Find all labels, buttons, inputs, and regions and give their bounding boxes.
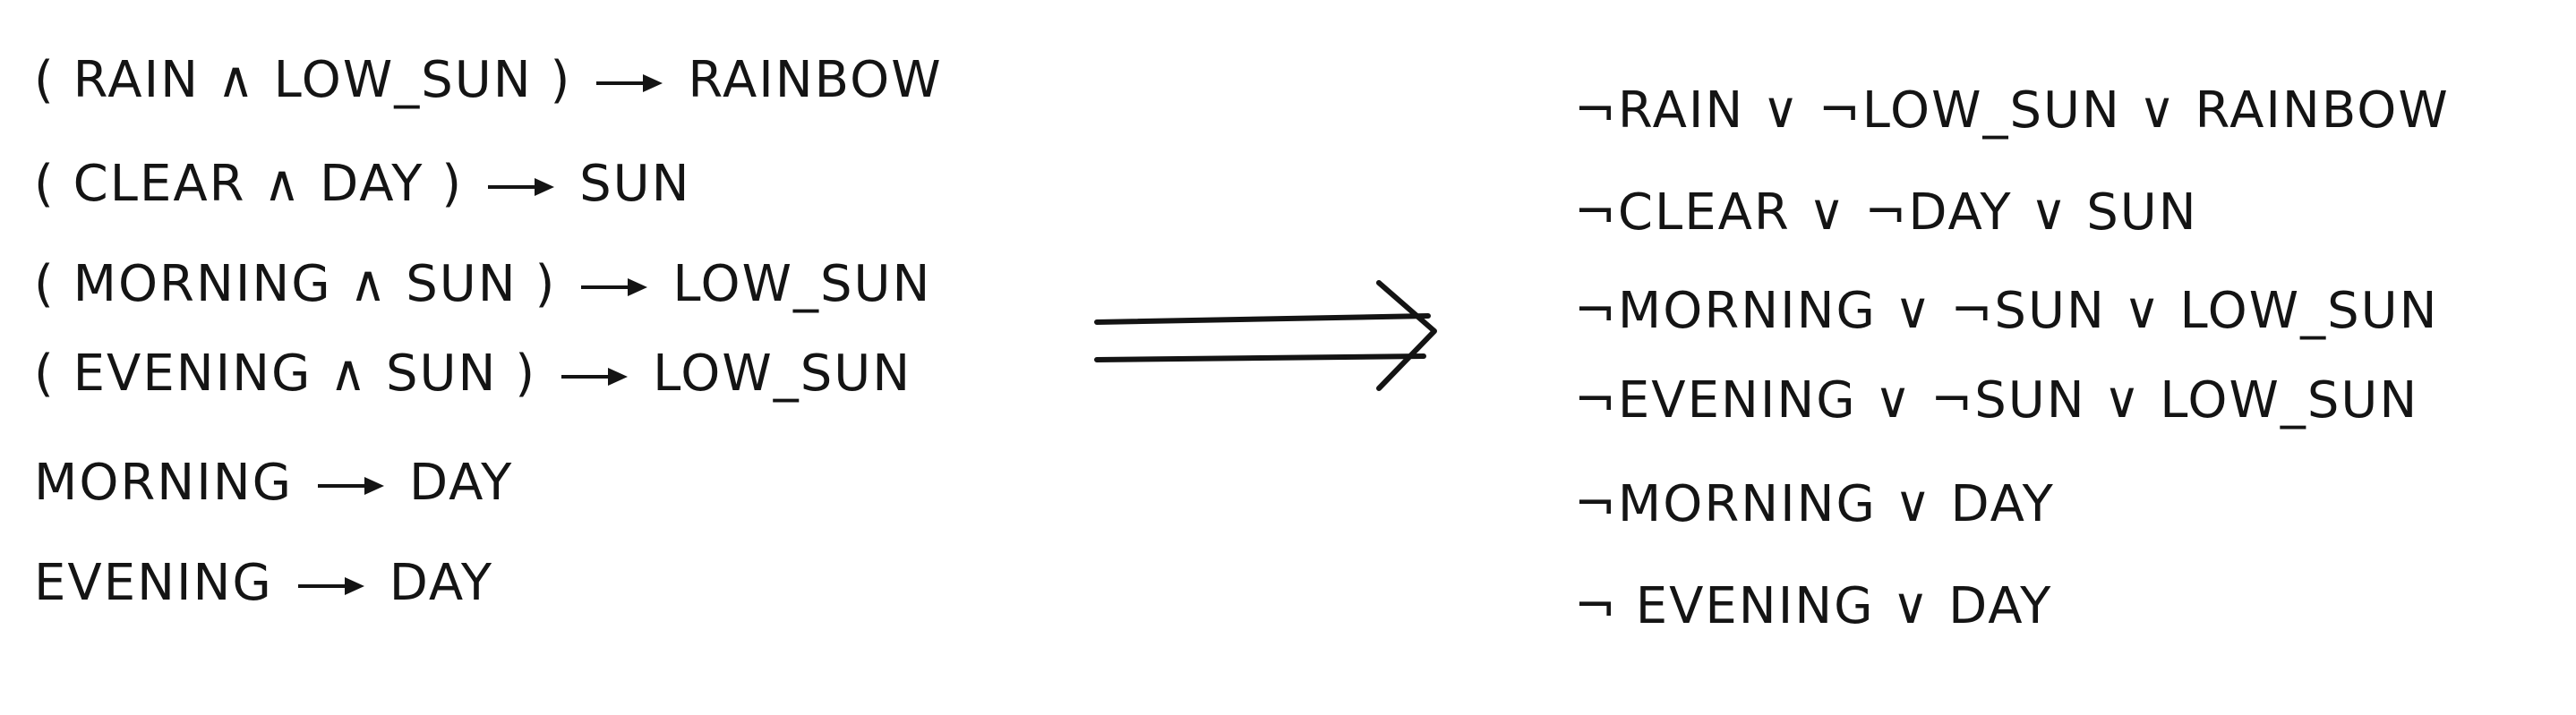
clause-evening-low-sun: ¬EVENING ∨ ¬SUN ∨ LOW_SUN — [1574, 371, 2419, 430]
rule-antecedent: ( EVENING ∧ SUN ) — [34, 345, 537, 403]
clause-morning-day: ¬MORNING ∨ DAY — [1574, 475, 2055, 533]
implies-arrow-icon — [596, 73, 663, 92]
rule-consequent: LOW_SUN — [653, 345, 912, 403]
rule-morning-low-sun: ( MORNING ∧ SUN ) LOW_SUN — [34, 260, 931, 310]
clause-morning-low-sun: ¬MORNING ∨ ¬SUN ∨ LOW_SUN — [1574, 282, 2439, 340]
clause-sun: ¬CLEAR ∨ ¬DAY ∨ SUN — [1574, 183, 2198, 242]
rule-sun: ( CLEAR ∧ DAY ) SUN — [34, 159, 691, 209]
rule-morning-day: MORNING DAY — [34, 458, 513, 508]
implies-arrow-icon — [581, 277, 648, 296]
rule-antecedent: ( MORNING ∧ SUN ) — [34, 255, 557, 313]
implies-arrow-icon — [297, 576, 364, 595]
rule-consequent: RAINBOW — [688, 51, 943, 109]
transform-double-arrow-icon — [1094, 280, 1437, 391]
rule-rainbow: ( RAIN ∧ LOW_SUN ) RAINBOW — [34, 55, 943, 106]
rule-evening-day: EVENING DAY — [34, 558, 493, 609]
rule-consequent: DAY — [409, 454, 514, 512]
rule-evening-low-sun: ( EVENING ∧ SUN ) LOW_SUN — [34, 349, 911, 399]
rule-consequent: SUN — [579, 155, 691, 213]
clause-evening-day: ¬ EVENING ∨ DAY — [1574, 577, 2053, 635]
clause-rainbow: ¬RAIN ∨ ¬LOW_SUN ∨ RAINBOW — [1574, 81, 2450, 140]
rule-consequent: LOW_SUN — [672, 255, 932, 313]
implies-arrow-icon — [318, 476, 384, 495]
rule-antecedent: EVENING — [34, 554, 273, 612]
implies-arrow-icon — [488, 177, 555, 196]
implies-arrow-icon — [561, 367, 629, 386]
rule-antecedent: ( RAIN ∧ LOW_SUN ) — [34, 51, 572, 109]
rule-antecedent: ( CLEAR ∧ DAY ) — [34, 155, 464, 213]
rule-antecedent: MORNING — [34, 454, 293, 512]
rule-consequent: DAY — [389, 554, 494, 612]
